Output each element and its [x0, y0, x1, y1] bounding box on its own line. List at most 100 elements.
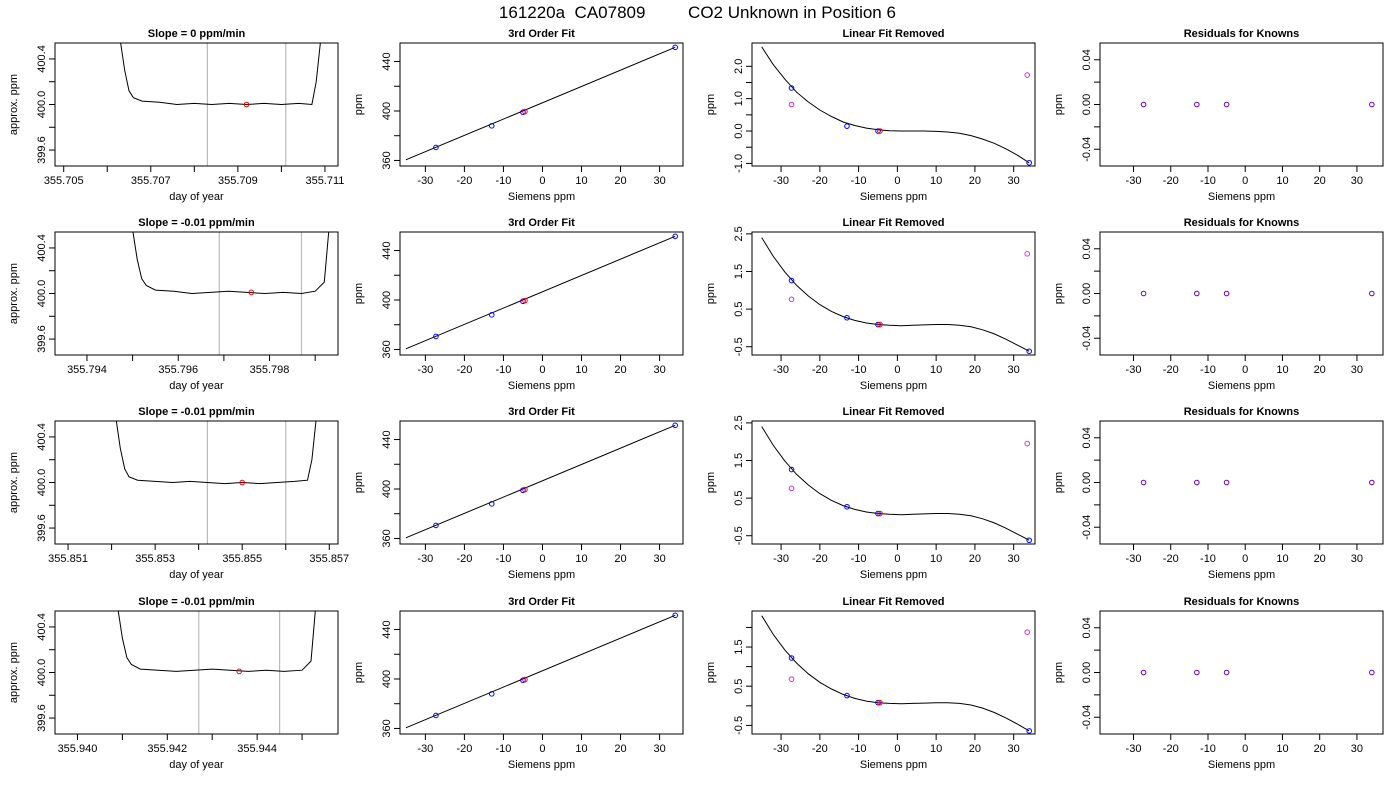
x-tick-label: 355.707	[131, 175, 171, 187]
panel-title: Linear Fit Removed	[842, 217, 944, 229]
panel-1-3: Linear Fit Removed -30 -20 -10 0 10 20 30 -1.0 0.…	[705, 28, 1036, 203]
x-tick-label: -20	[1163, 364, 1179, 376]
x-tick-label: 0	[894, 553, 900, 565]
known-point	[433, 333, 439, 340]
y-tick-label: 1.0	[733, 91, 745, 106]
residual-point	[1140, 101, 1147, 108]
x-tick-label: -20	[456, 553, 472, 565]
panel-title: Residuals for Knowns	[1184, 406, 1300, 418]
known-point	[1026, 537, 1032, 544]
x-axis-label: day of year	[169, 759, 224, 771]
x-axis-label: day of year	[169, 569, 224, 581]
plot-area	[405, 44, 678, 161]
x-tick-label: -10	[1200, 364, 1216, 376]
y-axis-label: ppm	[353, 94, 365, 115]
residual-point	[1194, 290, 1200, 297]
x-tick-label: 0	[539, 743, 545, 755]
residual-point	[1194, 669, 1200, 676]
x-tick-label: 0	[1242, 175, 1248, 187]
known-point	[788, 85, 795, 91]
x-tick-label: -10	[1200, 743, 1216, 755]
residual-point	[1140, 479, 1147, 486]
plot-area	[120, 43, 321, 108]
y-axis-label: approx. ppm	[8, 74, 20, 135]
fit-line	[405, 46, 676, 161]
x-tick-label: -20	[456, 743, 472, 755]
plot-frame	[751, 231, 1036, 356]
x-tick-label: 355.942	[147, 743, 187, 755]
y-tick-label: 400.4	[36, 423, 48, 451]
plot-frame	[54, 42, 339, 167]
data-series-line	[132, 232, 330, 295]
y-tick-label: 360	[381, 151, 393, 169]
x-tick-label: 355.796	[158, 364, 198, 376]
page-title-part-1: 161220a	[499, 3, 566, 22]
x-tick-label: 355.798	[250, 364, 290, 376]
x-tick-label: 30	[1351, 743, 1363, 755]
panel-title: Linear Fit Removed	[842, 406, 944, 418]
x-tick-label: 355.853	[135, 553, 175, 565]
panel-1-2: 3rd Order Fit -30 -20 -10 0 10 20 30 360 400 440 Si…	[353, 28, 684, 203]
x-tick-label: -20	[456, 364, 472, 376]
plot-frame	[1099, 231, 1384, 356]
x-tick-label: -10	[1200, 553, 1216, 565]
x-tick-label: -30	[1126, 175, 1142, 187]
y-tick-label: 1.5	[733, 639, 745, 654]
y-tick-label: 399.6	[36, 136, 48, 164]
fit-line	[405, 424, 676, 539]
x-axis-label: Siemens ppm	[860, 759, 927, 771]
x-tick-label: -10	[495, 175, 511, 187]
y-tick-label: -0.04	[1081, 705, 1093, 730]
x-tick-label: 10	[930, 553, 942, 565]
known-point	[433, 144, 439, 151]
x-tick-label: 20	[1314, 175, 1326, 187]
x-tick-label: 30	[1351, 364, 1363, 376]
y-tick-label: 440	[381, 52, 393, 70]
x-tick-label: 0	[894, 364, 900, 376]
residual-point	[1369, 101, 1375, 108]
y-tick-label: 2.5	[733, 226, 745, 241]
known-point	[672, 233, 678, 240]
x-tick-label: -30	[417, 364, 433, 376]
y-tick-label: 0.5	[733, 490, 745, 505]
x-tick-label: -20	[1163, 743, 1179, 755]
unknown-point	[522, 297, 528, 304]
x-tick-label: -20	[812, 364, 828, 376]
panel-title: Residuals for Knowns	[1184, 28, 1300, 40]
removed-point	[1024, 251, 1031, 257]
removed-point	[788, 485, 795, 492]
page-title-part-2: CA07809	[575, 3, 646, 22]
y-axis-label: ppm	[705, 283, 717, 304]
residual-point	[1194, 101, 1200, 108]
x-tick-label: 20	[614, 364, 626, 376]
plot-area	[405, 233, 678, 350]
plot-area	[1140, 101, 1375, 108]
known-point	[875, 699, 881, 706]
known-point	[788, 655, 795, 661]
x-tick-label: 30	[653, 743, 665, 755]
x-tick-label: -10	[495, 743, 511, 755]
x-axis-label: Siemens ppm	[508, 380, 575, 392]
x-tick-label: -30	[417, 175, 433, 187]
x-axis-label: Siemens ppm	[1208, 191, 1275, 203]
x-axis-label: Siemens ppm	[508, 759, 575, 771]
unknown-point	[877, 321, 883, 328]
panel-title: Residuals for Knowns	[1184, 217, 1300, 229]
residual-point	[1140, 290, 1147, 297]
known-point	[1026, 728, 1032, 734]
removed-point	[788, 101, 795, 108]
plot-frame	[1099, 420, 1384, 545]
x-tick-label: -10	[495, 553, 511, 565]
y-tick-label: 400.4	[36, 45, 48, 73]
x-tick-label: 30	[653, 175, 665, 187]
plot-frame	[54, 610, 339, 735]
known-point	[788, 466, 795, 473]
x-tick-label: -30	[1126, 364, 1142, 376]
x-tick-label: 355.709	[218, 175, 258, 187]
unknown-point	[877, 128, 883, 134]
page-title-part-3: CO2 Unknown in Position 6	[688, 3, 896, 22]
plot-frame	[399, 231, 684, 356]
unknown-point	[877, 699, 883, 706]
y-tick-label: 360	[381, 529, 393, 547]
